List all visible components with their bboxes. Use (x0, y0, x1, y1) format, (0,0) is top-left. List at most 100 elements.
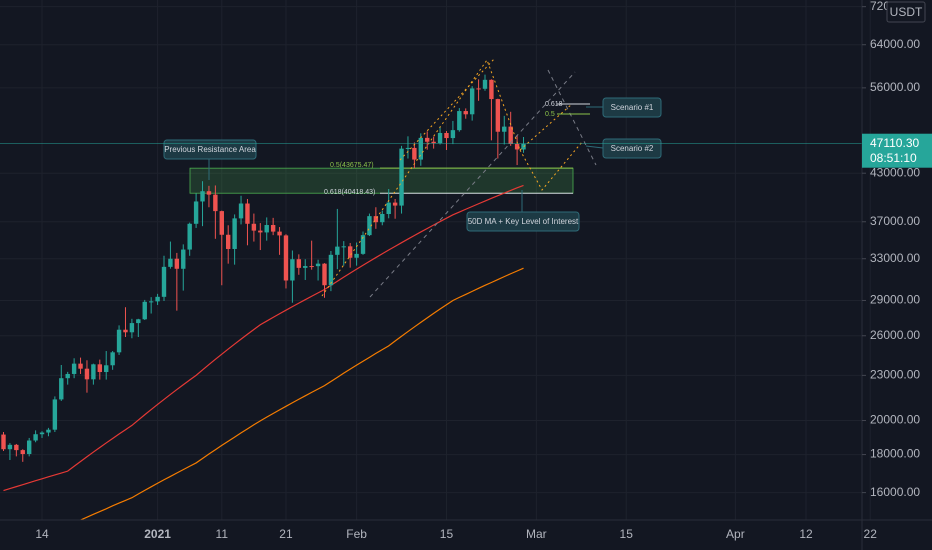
x-tick-label: 22 (864, 527, 878, 541)
candle-body (226, 234, 231, 249)
currency-box[interactable] (886, 1, 926, 23)
candle-body (84, 368, 90, 380)
candle-body (91, 364, 96, 380)
candle-body (65, 373, 70, 379)
candle-body (354, 253, 359, 258)
candle-body (213, 194, 218, 212)
fib-label: 0.5(43675.47) (330, 162, 374, 169)
candle-body (193, 201, 199, 224)
candle-body (360, 235, 366, 254)
y-tick-label: 23000.00 (870, 368, 920, 382)
candle-body (412, 147, 417, 160)
candle-body (264, 225, 269, 233)
drawings: 0.618 0.5 (321, 57, 597, 298)
currency-label[interactable]: USDT (890, 5, 923, 19)
x-tick-label: 21 (279, 527, 293, 541)
candle-body (200, 191, 205, 202)
candle-body (155, 296, 160, 302)
candle-body (181, 249, 186, 269)
callouts: Previous Resistance Area 50D MA + Key Le… (163, 97, 662, 232)
wave-path (321, 58, 521, 297)
scenario-path-2 (519, 141, 583, 191)
candle-body (7, 444, 13, 450)
y-tick-label: 64000.00 (870, 37, 920, 51)
last-price-label: 47110.30 (870, 136, 919, 150)
candle-body (14, 444, 19, 451)
candle-body (1, 434, 6, 450)
candle-body (508, 126, 513, 144)
candles (1, 74, 526, 462)
x-tick-label: 15 (440, 527, 454, 541)
candle-body (46, 429, 51, 433)
trend-line (547, 69, 597, 166)
candle-body (315, 263, 321, 267)
scenario-fib-label: 0.618 (545, 101, 563, 108)
candle-body (514, 143, 520, 150)
candle-body (161, 266, 167, 297)
candle-body (97, 364, 102, 373)
candle-body (386, 202, 391, 214)
candle-body (78, 363, 83, 369)
zone-layer: 0.5(43675.47) 0.618(40418.43) (189, 162, 574, 196)
x-tick-label: 14 (35, 527, 49, 541)
callout-text: 50D MA + Key Level of Interest (468, 217, 579, 226)
candle-body (296, 259, 302, 268)
candle-body (251, 223, 257, 231)
candle-body (489, 79, 494, 100)
candle-body (232, 218, 237, 249)
candle-body (136, 319, 141, 324)
y-tick-label: 37000.00 (870, 214, 920, 228)
candle-body (444, 132, 449, 139)
candle-body (335, 246, 340, 255)
candle-body (328, 254, 334, 286)
candle-body (110, 352, 115, 366)
scenario-fib-label: 0.5 (545, 111, 555, 118)
ma-line (80, 267, 524, 520)
resistance-zone (189, 167, 574, 194)
candle-body (482, 79, 488, 89)
candle-body (174, 258, 180, 269)
countdown-label: 08:51:10 (870, 151, 917, 165)
x-tick-label: 2021 (144, 527, 171, 541)
candle-body (187, 223, 192, 250)
candle-body (476, 88, 481, 90)
candle-body (71, 363, 77, 374)
candle-body (148, 301, 154, 303)
candle-body (283, 235, 289, 281)
candle-body (26, 440, 32, 455)
scenario-path-1 (519, 103, 573, 151)
x-tick-label: 11 (216, 527, 229, 541)
plot-area: 0.5(43675.47) 0.618(40418.43) 0.618 0.5 P… (0, 57, 862, 520)
candle-body (20, 450, 25, 455)
candle-body (463, 111, 468, 115)
trend-line (369, 71, 576, 298)
candle-body (39, 432, 45, 435)
x-tick-label: Feb (346, 527, 367, 541)
candle-body (502, 126, 507, 132)
candle-body (457, 111, 462, 131)
candle-body (104, 365, 109, 373)
candle-body (52, 399, 58, 430)
candle-body (399, 148, 404, 206)
candle-body (290, 259, 295, 281)
candle-body (238, 203, 244, 219)
candle-body (392, 202, 398, 206)
y-tick-label: 33000.00 (870, 251, 920, 265)
candle-body (277, 231, 282, 236)
y-tick-label: 20000.00 (870, 413, 920, 427)
y-tick-label: 43000.00 (870, 165, 920, 179)
candle-body (270, 225, 276, 232)
last-price-box (862, 133, 932, 168)
y-tick-label: 26000.00 (870, 328, 920, 342)
callout-text: Scenario #2 (611, 144, 654, 153)
candle-body (380, 213, 385, 223)
candle-body (33, 434, 38, 441)
y-tick-label: 18000.00 (870, 447, 920, 461)
candle-body (322, 263, 327, 286)
candle-body (341, 246, 346, 248)
candle-body (347, 246, 353, 258)
x-tick-label: 12 (799, 527, 813, 541)
x-tick-label: Mar (526, 527, 547, 541)
